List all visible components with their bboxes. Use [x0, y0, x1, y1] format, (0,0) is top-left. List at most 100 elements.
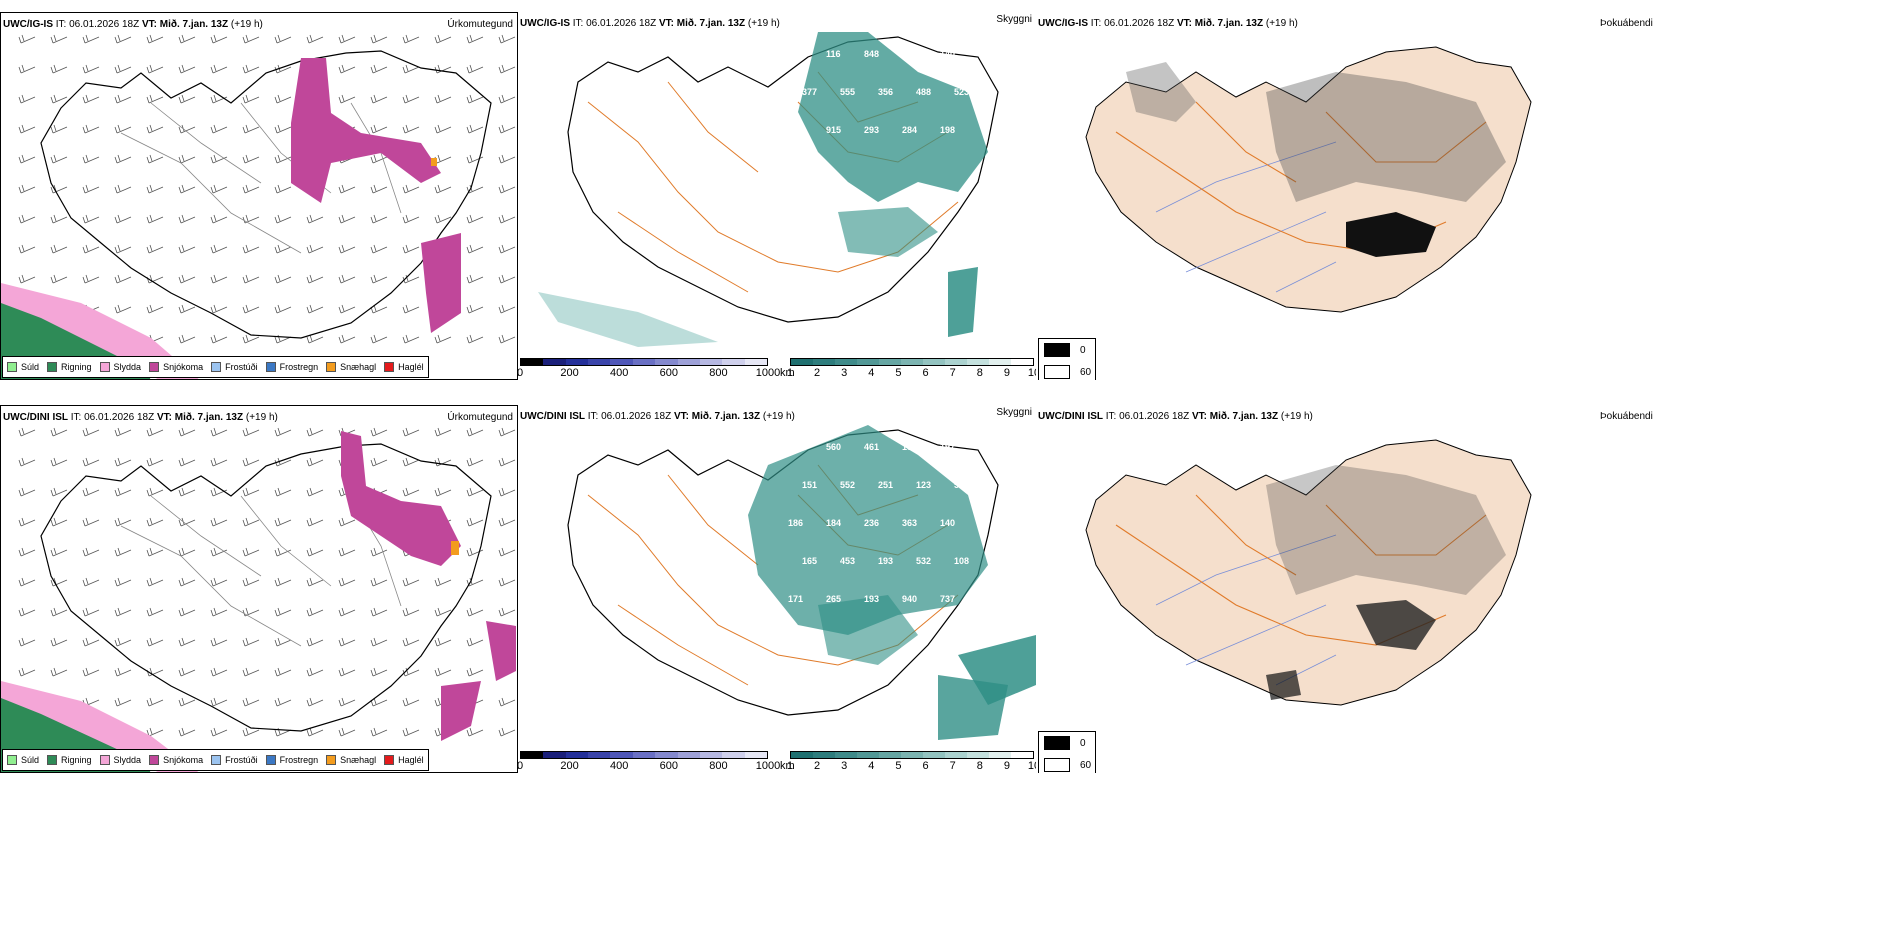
wind-barb	[306, 244, 324, 254]
legend-swatch	[326, 755, 337, 765]
wind-barb	[466, 154, 484, 164]
wind-barb	[146, 184, 164, 194]
init-time: 06.01.2026 18Z	[1119, 411, 1190, 422]
wind-barb	[274, 517, 292, 527]
wind-barb	[466, 637, 484, 647]
cloud-base-label: 555	[840, 87, 855, 97]
colorbar-segment	[722, 752, 745, 758]
wind-barb	[338, 697, 356, 707]
colorbar-segment	[989, 752, 1011, 758]
wind-barb	[466, 547, 484, 557]
rivers	[1155, 141, 1337, 293]
legend-swatch	[149, 755, 160, 765]
legend-label: Frostregn	[279, 362, 319, 372]
cloud-base-label: 186	[788, 518, 803, 528]
legend-label: Slydda	[113, 362, 142, 372]
iceland-coastline	[40, 443, 492, 732]
wind-barb	[434, 124, 452, 134]
legend-label: Snjókoma	[163, 755, 204, 765]
wind-barb	[50, 274, 68, 284]
wind-barb	[114, 184, 132, 194]
legend-item: Frostregn	[265, 755, 318, 765]
colorbar-tick-label: 6	[922, 367, 929, 379]
model-name: UWC/DINI ISL	[3, 412, 68, 423]
wind-barb	[242, 334, 260, 344]
wind-barb	[338, 577, 356, 587]
wind-barb	[306, 334, 324, 344]
init-time: 06.01.2026 18Z	[69, 19, 140, 30]
wind-barb	[370, 244, 388, 254]
colorbar-segment	[835, 359, 857, 365]
wind-barb	[466, 457, 484, 467]
legend-label: Haglél	[398, 755, 424, 765]
wind-barb	[370, 667, 388, 677]
wind-barb	[274, 34, 292, 44]
colorbar-segment	[699, 752, 723, 758]
legend-label: Súld	[21, 755, 40, 765]
legend-item: Frostúði	[211, 362, 258, 372]
cloud-base-label: 356	[878, 87, 893, 97]
wind-barb	[210, 214, 228, 224]
wind-barb	[242, 124, 260, 134]
iceland-coastline	[567, 36, 999, 323]
wind-barb	[370, 727, 388, 737]
wind-barb	[146, 457, 164, 467]
wind-barb	[274, 607, 292, 617]
cloud-base-labels: 792 560 461 154 197 151 552 251 123 537 186 184 236 3…	[788, 442, 969, 604]
wind-barb	[146, 727, 164, 737]
wind-barb	[210, 427, 228, 437]
wind-barb	[306, 577, 324, 587]
wind-barb	[82, 124, 100, 134]
colorbar-segment	[791, 359, 813, 365]
wind-barb	[402, 697, 420, 707]
it-label: IT:	[572, 18, 584, 29]
cloud-base-label: 848	[864, 49, 879, 59]
wind-barb	[146, 607, 164, 617]
wind-barb	[466, 517, 484, 527]
wind-barb	[402, 334, 420, 344]
wind-barb	[82, 487, 100, 497]
colorbar-segment	[901, 752, 923, 758]
wind-barb	[114, 517, 132, 527]
wind-barb	[274, 667, 292, 677]
wind-barb	[146, 64, 164, 74]
wind-barb	[82, 34, 100, 44]
low-visibility-area-4	[938, 675, 1008, 740]
visibility-panel-row2: 792 560 461 154 197 151 552 251 123 537 186 184 236 3…	[518, 405, 1036, 773]
colorbar-segment	[857, 359, 879, 365]
colorbar-segment	[923, 752, 945, 758]
wind-barb	[274, 547, 292, 557]
colorbar-tick-label: 0	[518, 367, 524, 379]
cloudbase-ticks: m0 200 400 600 800 1000	[518, 760, 780, 773]
cloud-base-label: 792	[788, 442, 803, 452]
wind-barb	[114, 577, 132, 587]
wind-barb	[18, 667, 36, 677]
wind-barb	[178, 334, 196, 344]
wind-barb	[306, 304, 324, 314]
wind-barb	[498, 577, 516, 587]
wind-barb	[338, 94, 356, 104]
wind-barb	[210, 457, 228, 467]
colorbar-segment	[610, 752, 633, 758]
cloud-base-label: 203	[788, 49, 803, 59]
wind-barb	[370, 34, 388, 44]
wind-barb	[498, 304, 516, 314]
wind-barb	[498, 64, 516, 74]
wind-barb	[210, 154, 228, 164]
colorbar-unit: km	[780, 760, 795, 772]
wind-barb	[242, 244, 260, 254]
colorbar-tick-label: 1	[786, 760, 794, 772]
wind-barb	[498, 517, 516, 527]
wind-barb	[178, 727, 196, 737]
colorbar-segment	[857, 752, 879, 758]
cloud-base-label: 363	[902, 518, 917, 528]
wind-barb	[82, 517, 100, 527]
precip-type-panel-row2: UWC/DINI ISL IT: 06.01.2026 18Z VT: Mið.…	[0, 405, 518, 773]
wind-barb	[114, 64, 132, 74]
wind-barb	[434, 154, 452, 164]
wind-barb	[466, 244, 484, 254]
colorbar-tick-label: 800	[709, 367, 728, 379]
colorbar-segment	[543, 359, 566, 365]
wind-barb	[114, 457, 132, 467]
cloud-base-label: 251	[878, 480, 893, 490]
